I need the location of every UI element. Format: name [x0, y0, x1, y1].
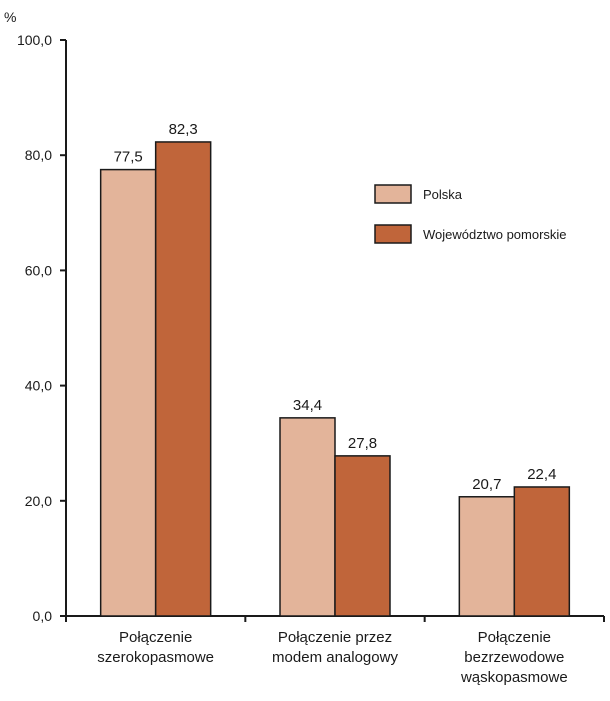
bar-value-label: 22,4	[527, 466, 556, 483]
bar	[279, 417, 336, 617]
category-label: Połączenie przez modem analogowy	[272, 629, 398, 666]
category-label-line: Połączenie	[119, 629, 192, 646]
y-axis-unit-label: %	[4, 9, 16, 25]
bar	[99, 168, 157, 617]
category-label-line: bezrzewodowe	[464, 649, 564, 666]
legend-swatch	[374, 184, 412, 204]
y-tick-label: 60,0	[25, 262, 52, 278]
category-label-line: modem analogowy	[272, 649, 398, 666]
bar-value-label: 20,7	[472, 476, 501, 493]
bar	[154, 141, 212, 617]
bar	[334, 455, 391, 617]
bar	[513, 486, 571, 617]
category-label-line: wąskopasmowe	[460, 669, 568, 686]
bars: 77,5 82,3 34,4 27,8 20,7 22,4	[99, 121, 571, 617]
legend-swatch	[374, 224, 412, 244]
y-tick-label: 40,0	[25, 378, 52, 394]
category-label: Połączenie bezrzewodowe wąskopasmowe	[460, 629, 568, 686]
y-axis: 0,0 20,0 40,0 60,0 80,0 100,0	[17, 32, 67, 624]
bar-value-label: 27,8	[348, 435, 377, 452]
bar-value-label: 82,3	[169, 121, 198, 138]
y-tick-label: 100,0	[17, 32, 52, 48]
category-label: Połączenie szerokopasmowe	[97, 629, 214, 666]
bar-value-label: 77,5	[114, 149, 143, 166]
y-tick-label: 80,0	[25, 147, 52, 163]
bar	[458, 496, 516, 617]
category-label-line: szerokopasmowe	[97, 649, 214, 666]
category-label-line: Połączenie przez	[278, 629, 392, 646]
legend-label: Polska	[423, 187, 463, 202]
legend-label: Województwo pomorskie	[423, 227, 567, 242]
y-tick-label: 0,0	[33, 608, 53, 624]
bar-value-label: 34,4	[293, 397, 322, 414]
y-tick-label: 20,0	[25, 493, 52, 509]
legend: Polska Województwo pomorskie	[374, 184, 567, 244]
x-axis: Połączenie szerokopasmowe Połączenie przez…	[60, 615, 605, 686]
category-label-line: Połączenie	[478, 629, 551, 646]
